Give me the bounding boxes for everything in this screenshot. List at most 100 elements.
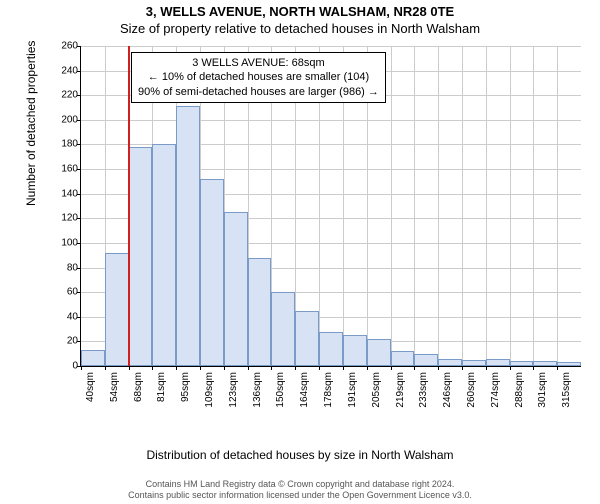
x-tick-label: 164sqm — [299, 372, 310, 422]
y-tick-label: 160 — [48, 164, 78, 175]
x-tick-label: 301sqm — [537, 372, 548, 422]
x-tick-mark — [129, 366, 130, 370]
histogram-bar — [152, 144, 176, 366]
x-tick-mark — [438, 366, 439, 370]
x-tick-label: 178sqm — [323, 372, 334, 422]
gridline-vertical — [391, 46, 392, 366]
x-tick-label: 81sqm — [156, 372, 167, 422]
address-title: 3, WELLS AVENUE, NORTH WALSHAM, NR28 0TE — [0, 4, 600, 19]
x-tick-mark — [176, 366, 177, 370]
histogram-bar — [557, 362, 581, 366]
annotation-line1: 3 WELLS AVENUE: 68sqm — [138, 56, 379, 70]
histogram-bar — [224, 212, 248, 366]
histogram-bar — [510, 361, 534, 366]
y-tick-label: 60 — [48, 287, 78, 298]
x-tick-label: 191sqm — [347, 372, 358, 422]
x-tick-label: 54sqm — [109, 372, 120, 422]
gridline-vertical — [438, 46, 439, 366]
histogram-bar — [271, 292, 295, 366]
histogram-bar — [81, 350, 105, 366]
histogram-bar — [343, 335, 367, 366]
x-tick-label: 205sqm — [371, 372, 382, 422]
y-tick-label: 180 — [48, 139, 78, 150]
gridline-horizontal — [81, 120, 581, 121]
gridline-vertical — [510, 46, 511, 366]
y-tick-label: 0 — [48, 361, 78, 372]
x-tick-mark — [510, 366, 511, 370]
x-tick-label: 109sqm — [204, 372, 215, 422]
x-tick-mark — [391, 366, 392, 370]
footer-line1: Contains HM Land Registry data © Crown c… — [0, 479, 600, 490]
histogram-bar — [295, 311, 319, 366]
chart-container: Number of detached properties 0204060801… — [50, 46, 580, 406]
annotation-box: 3 WELLS AVENUE: 68sqm ← 10% of detached … — [131, 52, 386, 103]
x-axis-caption: Distribution of detached houses by size … — [0, 448, 600, 462]
y-tick-label: 120 — [48, 213, 78, 224]
plot-area: 02040608010012014016018020022024026040sq… — [80, 46, 581, 367]
histogram-bar — [176, 106, 200, 366]
y-tick-label: 200 — [48, 114, 78, 125]
x-tick-label: 315sqm — [561, 372, 572, 422]
y-tick-label: 240 — [48, 65, 78, 76]
x-tick-mark — [105, 366, 106, 370]
marker-line — [128, 46, 130, 366]
x-tick-mark — [200, 366, 201, 370]
histogram-bar — [367, 339, 391, 366]
x-tick-label: 219sqm — [395, 372, 406, 422]
x-tick-label: 136sqm — [252, 372, 263, 422]
histogram-bar — [438, 359, 462, 366]
y-tick-label: 260 — [48, 41, 78, 52]
x-tick-label: 246sqm — [442, 372, 453, 422]
x-tick-mark — [152, 366, 153, 370]
x-tick-mark — [557, 366, 558, 370]
histogram-bar — [414, 354, 438, 366]
histogram-bar — [462, 360, 486, 366]
footer-attribution: Contains HM Land Registry data © Crown c… — [0, 479, 600, 502]
x-tick-mark — [271, 366, 272, 370]
histogram-bar — [486, 359, 510, 366]
x-tick-mark — [533, 366, 534, 370]
gridline-vertical — [486, 46, 487, 366]
x-tick-label: 95sqm — [180, 372, 191, 422]
annotation-line3: 90% of semi-detached houses are larger (… — [138, 85, 379, 99]
histogram-bar — [391, 351, 415, 366]
y-tick-label: 100 — [48, 237, 78, 248]
histogram-bar — [200, 179, 224, 366]
x-tick-mark — [462, 366, 463, 370]
y-tick-label: 40 — [48, 311, 78, 322]
x-tick-mark — [248, 366, 249, 370]
x-tick-mark — [343, 366, 344, 370]
x-tick-label: 260sqm — [466, 372, 477, 422]
histogram-bar — [533, 361, 557, 366]
footer-line2: Contains public sector information licen… — [0, 490, 600, 501]
gridline-horizontal — [81, 46, 581, 47]
chart-subtitle: Size of property relative to detached ho… — [0, 21, 600, 36]
x-tick-mark — [224, 366, 225, 370]
x-tick-label: 288sqm — [514, 372, 525, 422]
annotation-line2: ← 10% of detached houses are smaller (10… — [138, 70, 379, 84]
x-tick-mark — [414, 366, 415, 370]
y-tick-label: 20 — [48, 336, 78, 347]
histogram-bar — [129, 147, 153, 366]
x-tick-label: 123sqm — [228, 372, 239, 422]
histogram-bar — [248, 258, 272, 366]
y-axis-label: Number of detached properties — [24, 41, 38, 206]
x-tick-label: 233sqm — [418, 372, 429, 422]
x-tick-mark — [295, 366, 296, 370]
x-tick-label: 40sqm — [85, 372, 96, 422]
x-tick-label: 68sqm — [133, 372, 144, 422]
x-tick-mark — [486, 366, 487, 370]
gridline-vertical — [557, 46, 558, 366]
y-tick-label: 80 — [48, 262, 78, 273]
x-tick-label: 150sqm — [275, 372, 286, 422]
gridline-vertical — [533, 46, 534, 366]
x-tick-label: 274sqm — [490, 372, 501, 422]
gridline-vertical — [462, 46, 463, 366]
histogram-bar — [319, 332, 343, 366]
y-tick-label: 140 — [48, 188, 78, 199]
x-tick-mark — [367, 366, 368, 370]
histogram-bar — [105, 253, 129, 366]
gridline-vertical — [414, 46, 415, 366]
x-tick-mark — [81, 366, 82, 370]
x-tick-mark — [319, 366, 320, 370]
